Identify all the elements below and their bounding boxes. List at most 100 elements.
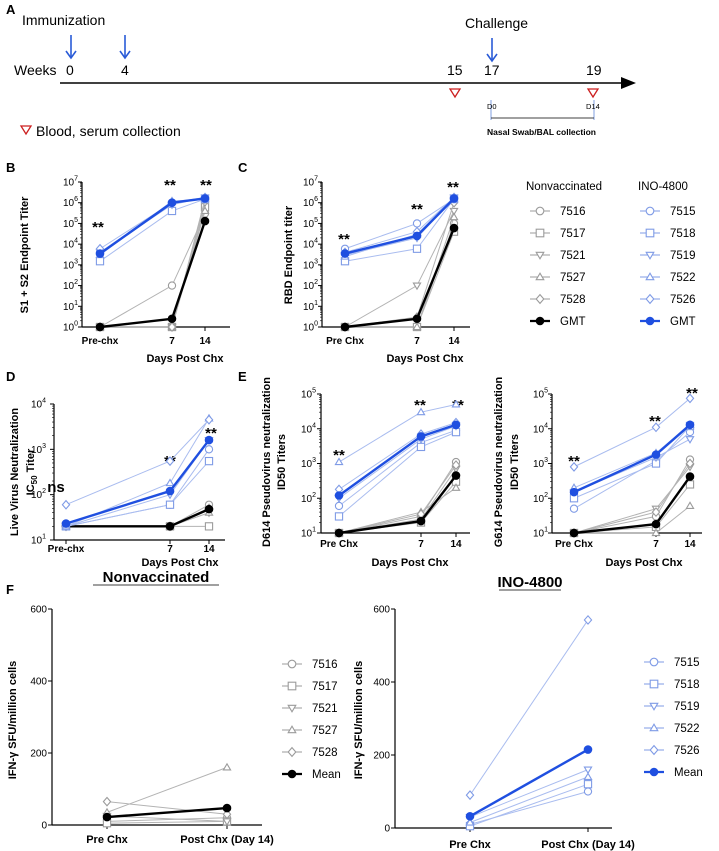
nonvacc-mean-line bbox=[106, 806, 228, 819]
blood-triangle-icon bbox=[586, 88, 600, 99]
vacc-data-point bbox=[583, 772, 593, 780]
vacc-series-line bbox=[65, 449, 210, 527]
legend-label: 7527 bbox=[560, 272, 586, 284]
vacc-data-point bbox=[204, 414, 214, 425]
challenge-label: Challenge bbox=[465, 15, 528, 31]
y-tick-label: 106 bbox=[63, 196, 78, 209]
legend-marker bbox=[645, 316, 655, 326]
x-tick-label: Post Chx (Day 14) bbox=[541, 839, 635, 851]
x-tick-label: 7 bbox=[418, 539, 424, 550]
y-tick-label: 104 bbox=[301, 422, 316, 435]
chart-title: INO-4800 bbox=[497, 574, 562, 591]
vacc-mean-line bbox=[469, 748, 589, 818]
panel-label-c: C bbox=[238, 160, 248, 175]
chart-ifn-ino4800: 0 200 400 600 Pre Chx Post Chx (Day 14) IFN-γ … bbox=[353, 574, 635, 851]
nonvacc-mean-point bbox=[412, 314, 422, 324]
significance-label: ** bbox=[447, 179, 459, 196]
vacc-mean-point bbox=[95, 249, 105, 258]
y-axis-label: D614 Pseudovirus neutralization bbox=[261, 377, 273, 547]
week-15: 15 bbox=[447, 62, 463, 78]
vacc-mean-point bbox=[412, 231, 422, 241]
vacc-series-line bbox=[65, 439, 210, 527]
nonvacc-data-point bbox=[685, 501, 695, 510]
vacc-mean-point bbox=[651, 450, 661, 459]
nonvacc-mean-point bbox=[685, 472, 695, 481]
significance-label: ** bbox=[338, 231, 350, 248]
legend-vacc-title: INO-4800 bbox=[638, 181, 688, 193]
vacc-mean-point bbox=[416, 432, 426, 441]
y-tick-label: 400 bbox=[373, 678, 390, 689]
legend-blood-triangle-icon bbox=[19, 125, 33, 136]
y-tick-label: 400 bbox=[30, 677, 47, 688]
legend-label: 7518 bbox=[670, 228, 696, 240]
nonvacc-mean-point bbox=[165, 522, 175, 531]
vacc-data-point bbox=[204, 456, 214, 466]
legend-label: 7515 bbox=[670, 206, 696, 218]
vacc-data-point bbox=[465, 817, 475, 826]
legend-label: 7522 bbox=[674, 723, 700, 735]
vacc-series-line bbox=[99, 198, 206, 256]
x-axis-label: Days Post Chx bbox=[371, 557, 449, 569]
y-tick-label: 0 bbox=[41, 821, 47, 832]
y-tick-label: 100 bbox=[63, 321, 78, 334]
legend-marker bbox=[645, 293, 655, 305]
vacc-mean-point bbox=[449, 194, 459, 203]
legend-label: Mean bbox=[674, 767, 703, 779]
nonvacc-mean-point bbox=[416, 516, 426, 526]
legend-marker bbox=[649, 657, 659, 667]
y-tick-label: 106 bbox=[303, 196, 318, 209]
x-axis-label: Days Post Chx bbox=[605, 557, 683, 569]
legend-label: 7517 bbox=[560, 228, 586, 240]
chart-rbd-endpoint: 100 101 102 103 104 105 106 107 Pre Chx 7 14 RBD En… bbox=[283, 176, 470, 365]
legend-marker bbox=[287, 725, 297, 734]
nonvacc-data-point bbox=[685, 458, 695, 469]
y-tick-label: 105 bbox=[63, 217, 78, 230]
y-tick-label: 102 bbox=[303, 279, 318, 292]
vacc-mean-point bbox=[167, 198, 177, 208]
legend-label: 7528 bbox=[312, 747, 338, 759]
immunization-arrow-icon bbox=[119, 35, 131, 60]
x-axis-label: Days Post Chx bbox=[141, 557, 219, 569]
legend-label: 7521 bbox=[560, 250, 586, 262]
x-tick-label: 7 bbox=[169, 336, 175, 347]
nonvacc-mean-point bbox=[449, 223, 459, 233]
vacc-series-line bbox=[573, 431, 691, 510]
timeline-arrowhead-icon bbox=[621, 77, 636, 89]
vacc-mean-point bbox=[200, 194, 210, 203]
vacc-data-point bbox=[204, 445, 214, 454]
y-axis-label: S1 + S2 Endpoint Titer bbox=[19, 196, 31, 314]
y-tick-label: 101 bbox=[533, 527, 548, 540]
legend-label: 7516 bbox=[312, 659, 338, 671]
vacc-data-point bbox=[651, 422, 661, 433]
panel-label-f: F bbox=[6, 582, 14, 597]
vacc-data-point bbox=[465, 790, 475, 801]
nonvacc-mean-point bbox=[200, 216, 210, 226]
y-tick-label: 600 bbox=[30, 605, 47, 616]
legend-marker bbox=[287, 659, 297, 669]
y-tick-label: 103 bbox=[303, 258, 318, 271]
y-axis-label-2: ID50 Titers bbox=[276, 434, 288, 490]
nonvacc-mean-line bbox=[99, 220, 207, 329]
vacc-data-point bbox=[334, 512, 344, 521]
nonvacc-data-point bbox=[200, 206, 210, 215]
y-tick-label: 105 bbox=[303, 217, 318, 230]
vacc-series-line bbox=[65, 418, 210, 527]
blood-triangle-icon bbox=[448, 88, 462, 99]
y-tick-label: 103 bbox=[533, 457, 548, 470]
legend-marker bbox=[287, 769, 297, 779]
vacc-mean-line bbox=[99, 197, 206, 255]
legend-label: Mean bbox=[312, 769, 341, 781]
x-tick-label: 14 bbox=[203, 544, 215, 555]
nonvacc-data-point bbox=[222, 762, 232, 771]
vacc-mean-point bbox=[165, 486, 175, 496]
significance-label: ** bbox=[649, 413, 661, 430]
x-tick-label: Pre Chx bbox=[449, 839, 491, 851]
y-axis-label: RBD Endpoint titer bbox=[283, 205, 295, 304]
x-tick-label: 7 bbox=[653, 539, 659, 550]
significance-label: ** bbox=[164, 177, 176, 194]
y-tick-label: 105 bbox=[301, 388, 316, 401]
nonvacc-series-line bbox=[345, 231, 455, 328]
vacc-series-line bbox=[99, 198, 206, 262]
y-tick-label: 0 bbox=[384, 824, 390, 835]
